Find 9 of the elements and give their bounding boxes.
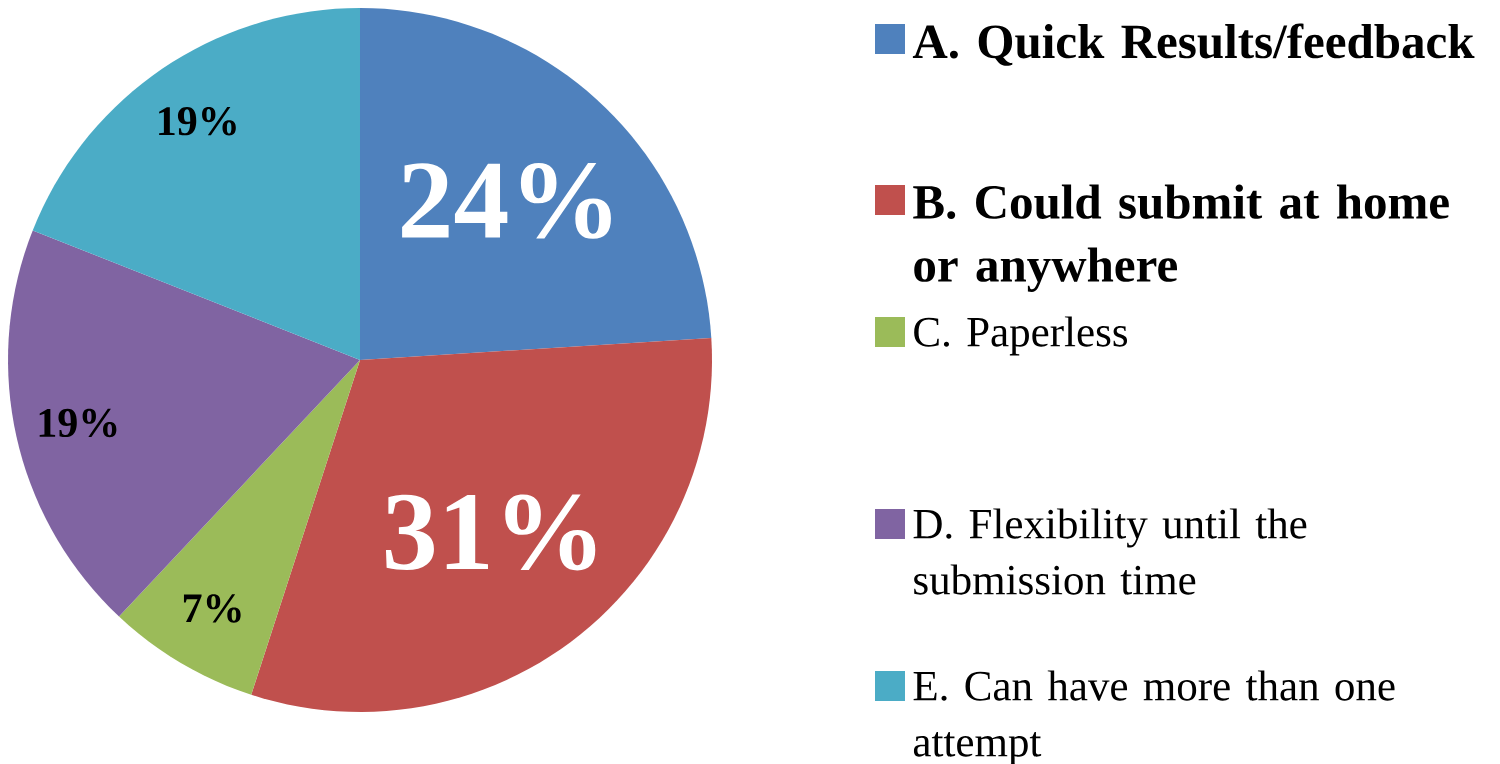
legend-label: C. Paperless <box>914 316 1128 356</box>
data-label: 24% <box>402 162 611 239</box>
legend-label: A. Quick Results/feedback <box>912 23 1475 66</box>
data-label: 31% <box>385 494 596 571</box>
legend-label: B. Could submit at home or anywhere <box>913 184 1449 292</box>
data-label: 19% <box>159 107 236 136</box>
legend-label: D. Flexibility until the submission time <box>913 508 1307 595</box>
data-label: 19% <box>39 408 117 438</box>
data-label: 7% <box>183 594 241 623</box>
